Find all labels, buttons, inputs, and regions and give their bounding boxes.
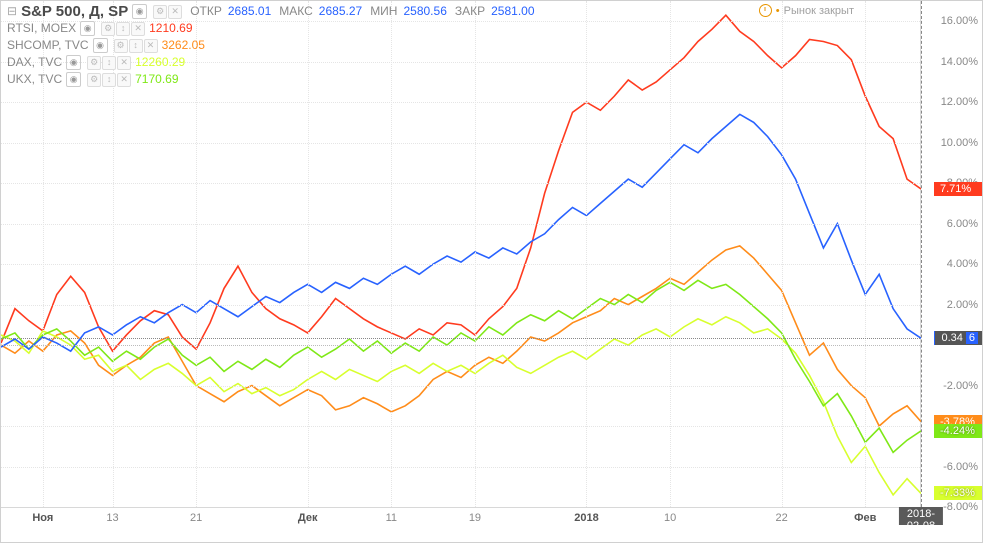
series-name: SHCOMP, TVC [7, 37, 89, 54]
chart-plot-area[interactable]: ⊟ S&P 500, Д, SP ◉ ⚙ ✕ ОТКР 2685.01 МАКС… [1, 1, 921, 525]
cursor-y-extra: 6 [966, 332, 978, 344]
remove-icon[interactable]: ✕ [131, 22, 145, 36]
remove-icon[interactable]: ✕ [117, 56, 131, 70]
price-tag: -4.24% [934, 424, 982, 438]
compare-icon[interactable]: ✕ [168, 5, 182, 19]
ohlc-open-value: 2685.01 [228, 3, 271, 20]
series-value: 3262.05 [162, 37, 205, 54]
x-tick-label: Фев [854, 512, 876, 524]
y-axis: -8.00%-6.00%-4.00%-2.00%2.00%4.00%6.00%8… [920, 1, 982, 525]
ohlc-high-label: МАКС [279, 3, 313, 20]
series-line [1, 317, 921, 495]
y-tick-label: -8.00% [943, 501, 978, 513]
series-name: UKX, TVC [7, 71, 62, 88]
y-tick-label: -2.00% [943, 380, 978, 392]
y-tick-label: -6.00% [943, 461, 978, 473]
visibility-toggle-icon[interactable]: ◉ [66, 72, 81, 87]
legend-block: ⊟ S&P 500, Д, SP ◉ ⚙ ✕ ОТКР 2685.01 МАКС… [7, 3, 535, 88]
remove-icon[interactable]: ✕ [117, 73, 131, 87]
settings-icon[interactable]: ⚙ [114, 39, 128, 53]
settings-icon[interactable]: ⚙ [87, 56, 101, 70]
x-tick-label: 10 [664, 512, 676, 524]
legend-series-row: RTSI, MOEX ◉ ⚙↕✕ 1210.69 [7, 20, 535, 37]
main-icon-group: ⚙ ✕ [153, 5, 182, 19]
visibility-toggle-icon[interactable]: ◉ [132, 4, 147, 19]
settings-icon[interactable]: ⚙ [101, 22, 115, 36]
legend-main-row: ⊟ S&P 500, Д, SP ◉ ⚙ ✕ ОТКР 2685.01 МАКС… [7, 3, 535, 20]
legend-series-row: UKX, TVC ◉ ⚙↕✕ 7170.69 [7, 71, 535, 88]
legend-series-row: SHCOMP, TVC ◉ ⚙↕✕ 3262.05 [7, 37, 535, 54]
x-tick-label: Ноя [32, 512, 53, 524]
main-series-title: S&P 500, Д, SP [21, 3, 128, 20]
visibility-toggle-icon[interactable]: ◉ [80, 21, 95, 36]
series-icon-group: ⚙↕✕ [87, 73, 131, 87]
y-tick-label: 10.00% [941, 137, 978, 149]
y-tick-label: 14.00% [941, 56, 978, 68]
series-name: DAX, TVC [7, 54, 62, 71]
series-line [1, 114, 921, 351]
ohlc-close-value: 2581.00 [491, 3, 534, 20]
series-value: 1210.69 [149, 20, 192, 37]
cursor-y-value: 0.34 [941, 332, 962, 344]
ohlc-low-value: 2580.56 [403, 3, 446, 20]
market-status-text: Рынок закрыт [784, 5, 854, 17]
y-tick-label: 4.00% [947, 258, 978, 270]
price-tag: 7.71% [934, 182, 982, 196]
series-icon-group: ⚙↕✕ [87, 56, 131, 70]
move-icon[interactable]: ↕ [102, 56, 116, 70]
clock-icon [759, 4, 772, 17]
move-icon[interactable]: ↕ [102, 73, 116, 87]
x-tick-label: Дек [298, 512, 318, 524]
market-status: • Рынок закрыт [759, 4, 854, 17]
x-tick-label: 11 [386, 512, 397, 524]
settings-icon[interactable]: ⚙ [87, 73, 101, 87]
ohlc-high-value: 2685.27 [319, 3, 362, 20]
ohlc-low-label: МИН [370, 3, 397, 20]
y-tick-label: 2.00% [947, 299, 978, 311]
series-name: RTSI, MOEX [7, 20, 76, 37]
collapse-icon[interactable]: ⊟ [7, 3, 17, 20]
y-tick-label: 12.00% [941, 96, 978, 108]
x-axis: Ноя1321Дек111920181022Фев2018-02-08 [1, 507, 921, 525]
series-icon-group: ⚙↕✕ [101, 22, 145, 36]
series-icon-group: ⚙↕✕ [114, 39, 158, 53]
price-tag: -7.33% [934, 486, 982, 500]
y-tick-label: 16.00% [941, 15, 978, 27]
remove-icon[interactable]: ✕ [144, 39, 158, 53]
ohlc-open-label: ОТКР [190, 3, 222, 20]
move-icon[interactable]: ↕ [116, 22, 130, 36]
x-tick-label: 19 [469, 512, 481, 524]
y-tick-label: 6.00% [947, 218, 978, 230]
move-icon[interactable]: ↕ [129, 39, 143, 53]
cursor-horizontal-line [1, 338, 920, 339]
x-tick-label: 21 [190, 512, 202, 524]
series-value: 12260.29 [135, 54, 185, 71]
x-tick-label: 22 [775, 512, 787, 524]
ohlc-close-label: ЗАКР [455, 3, 485, 20]
x-tick-label: 13 [106, 512, 118, 524]
visibility-toggle-icon[interactable]: ◉ [93, 38, 108, 53]
legend-series-row: DAX, TVC ◉ ⚙↕✕ 12260.29 [7, 54, 535, 71]
cursor-price-tag: 0.34 6 [935, 331, 982, 345]
visibility-toggle-icon[interactable]: ◉ [66, 55, 81, 70]
x-tick-label: 2018 [574, 512, 598, 524]
series-value: 7170.69 [135, 71, 178, 88]
settings-icon[interactable]: ⚙ [153, 5, 167, 19]
